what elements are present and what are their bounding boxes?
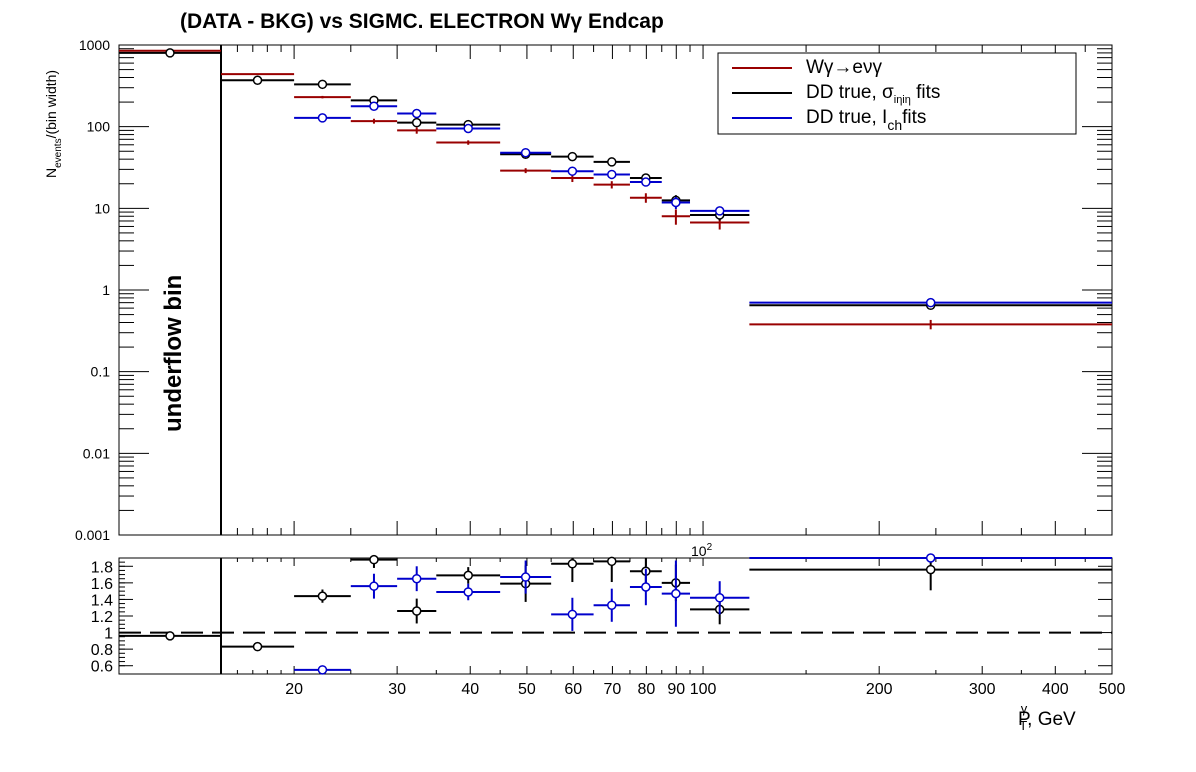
main-point-marker [463,123,473,134]
ratio-point-marker [165,631,175,641]
x-axis-label: Pγ T, GeV [1018,701,1076,733]
x-tick-label: 500 [1099,681,1126,698]
ratio-point-marker [411,606,422,616]
y-tick-label: 100 [87,119,111,135]
x-tick-label: 60 [564,681,582,698]
ratio-series-1 [294,553,1112,675]
main-point-marker [317,113,328,123]
underflow-label: underflow bin [160,275,187,432]
ratio-y-tick-label: 0.6 [91,659,113,676]
x-axis: 20 30 40 50 60 70 80 90 100 200 300 400 500 [236,558,1126,698]
x-tick-label: 100 [690,681,717,698]
ratio-y-tick-label: 1.4 [91,592,113,609]
ratio-point-marker [317,665,328,675]
x-tick-label: 40 [461,681,479,698]
ratio-point-marker [641,582,651,592]
ratio-point-marker [714,593,725,603]
ratio-y-tick-label: 1.8 [91,559,113,576]
x-tick-label: 70 [604,681,622,698]
ratio-point-marker [317,591,328,601]
main-point-marker [252,75,263,86]
main-point-marker [925,297,936,308]
x-tick-label: 50 [518,681,536,698]
x-tick-label: 20 [285,681,303,698]
ratio-point-marker [369,581,379,591]
y-tick-label: 10 [94,200,110,216]
main-y-axis: 0.001 0.01 0.1 1 10 100 1000 [75,37,1112,543]
x-tick-label: 30 [388,681,406,698]
main-point-marker [317,79,328,90]
legend-entry-wg-mc: Wγ→eνγ [806,57,883,78]
ratio-series-0 [119,554,1112,652]
ratio-point-marker [567,559,578,569]
ratio-point-marker [463,570,473,581]
legend: Wγ→eνγ DD true, σiηiη fits DD true, Ichf… [717,52,1077,135]
x-tick-label: 400 [1042,681,1069,698]
main-point-marker [165,48,175,58]
ratio-y-axis: 0.60.811.21.41.61.8 [91,559,1112,676]
ratio-point-marker [567,609,578,620]
ratio-point-marker [607,556,617,567]
main-point-marker [411,117,422,128]
ratio-point-marker [411,573,422,584]
y-tick-label: 0.1 [91,364,111,380]
main-series-layer [119,48,1112,330]
x-tick-label: 200 [866,681,893,698]
ratio-y-tick-label: 1 [104,626,113,643]
ratio-point-marker [925,564,936,575]
x-tick-label: 300 [969,681,996,698]
y-axis-label: Nevents/(bin width) [43,70,64,178]
ratio-point-marker [671,588,681,599]
main-point-marker [567,166,578,176]
y-tick-label: 0.001 [75,527,110,543]
main-x-axis-ticks [236,45,1113,535]
x-axis-exponent-label: 102 [691,542,713,559]
ratio-y-tick-label: 1.6 [91,576,113,593]
ratio-point-marker [925,553,936,563]
ratio-point-marker [463,587,473,597]
legend-entry-ich: DD true, Ichfits [806,107,926,133]
y-tick-label: 1000 [79,37,110,53]
x-tick-label: 80 [637,681,655,698]
chart-title: (DATA - BKG) vs SIGMC. ELECTRON Wγ Endca… [180,10,664,33]
main-series-0 [119,49,1112,330]
main-point-marker [411,108,422,119]
ratio-series-layer [119,553,1112,675]
main-point-marker [567,151,578,162]
main-point-marker [607,157,617,167]
legend-entry-sieie: DD true, σiηiη fits [806,82,940,106]
main-point-marker [671,197,681,208]
main-point-marker [714,206,725,216]
ratio-point-marker [520,572,531,582]
ratio-point-marker [252,641,263,652]
y-tick-label: 0.01 [83,445,110,461]
ratio-point-marker [369,554,379,565]
main-series-2 [294,101,1112,308]
main-point-marker [520,147,531,158]
ratio-y-tick-label: 0.8 [91,642,113,659]
ratio-point-marker [607,600,617,610]
main-point-marker [607,169,617,180]
y-tick-label: 1 [102,282,110,298]
main-point-marker [369,101,379,111]
ratio-y-tick-label: 1.2 [91,609,113,626]
x-tick-label: 90 [667,681,685,698]
main-point-marker [641,177,651,187]
